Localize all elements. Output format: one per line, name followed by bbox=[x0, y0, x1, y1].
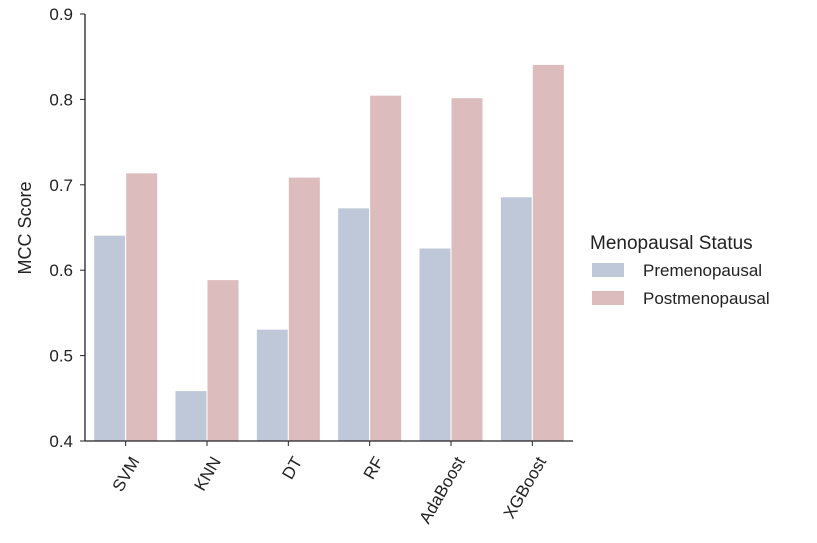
bar-postmenopausal-dt bbox=[287, 176, 321, 442]
bar-postmenopausal-rf bbox=[369, 94, 403, 442]
y-tick-label: 0.5 bbox=[49, 347, 73, 366]
bar-postmenopausal-svm bbox=[125, 172, 159, 442]
bar-postmenopausal-adaboost bbox=[450, 97, 484, 442]
legend-label-premenopausal: Premenopausal bbox=[643, 261, 762, 280]
legend-swatch-postmenopausal bbox=[592, 291, 624, 305]
bar-postmenopausal-xgboost bbox=[531, 63, 565, 442]
axes-group bbox=[84, 14, 573, 442]
y-tick-labels: 0.4 0.5 0.6 0.7 0.8 0.9 bbox=[49, 5, 85, 451]
y-tick-label: 0.6 bbox=[49, 261, 73, 280]
x-tick-labels: SVM KNN DT RF AdaBoost XGBoost bbox=[109, 441, 551, 527]
y-axis-title: MCC Score bbox=[15, 181, 35, 274]
bar-premenopausal-svm bbox=[93, 234, 127, 442]
x-tick-label: XGBoost bbox=[500, 453, 551, 522]
bar-premenopausal-rf bbox=[337, 207, 371, 442]
x-tick-label: KNN bbox=[190, 454, 224, 495]
legend-title: Menopausal Status bbox=[590, 233, 753, 254]
legend: Menopausal Status Premenopausal Postmenop… bbox=[590, 233, 770, 308]
x-tick-label: SVM bbox=[109, 454, 144, 495]
y-tick-label: 0.7 bbox=[49, 176, 73, 195]
bar-postmenopausal-knn bbox=[206, 279, 240, 442]
y-tick-label: 0.4 bbox=[49, 432, 73, 451]
legend-swatch-premenopausal bbox=[592, 263, 624, 277]
legend-label-postmenopausal: Postmenopausal bbox=[643, 289, 770, 308]
bar-premenopausal-adaboost bbox=[418, 247, 452, 442]
y-tick-label: 0.9 bbox=[49, 5, 73, 24]
bar-premenopausal-knn bbox=[174, 390, 208, 442]
y-tick-label: 0.8 bbox=[49, 90, 73, 109]
bar-premenopausal-xgboost bbox=[499, 196, 533, 442]
bar-premenopausal-dt bbox=[255, 328, 289, 442]
x-tick-label: DT bbox=[278, 454, 306, 483]
bars-group bbox=[93, 63, 565, 442]
x-tick-label: RF bbox=[360, 454, 388, 483]
x-tick-label: AdaBoost bbox=[416, 453, 469, 527]
